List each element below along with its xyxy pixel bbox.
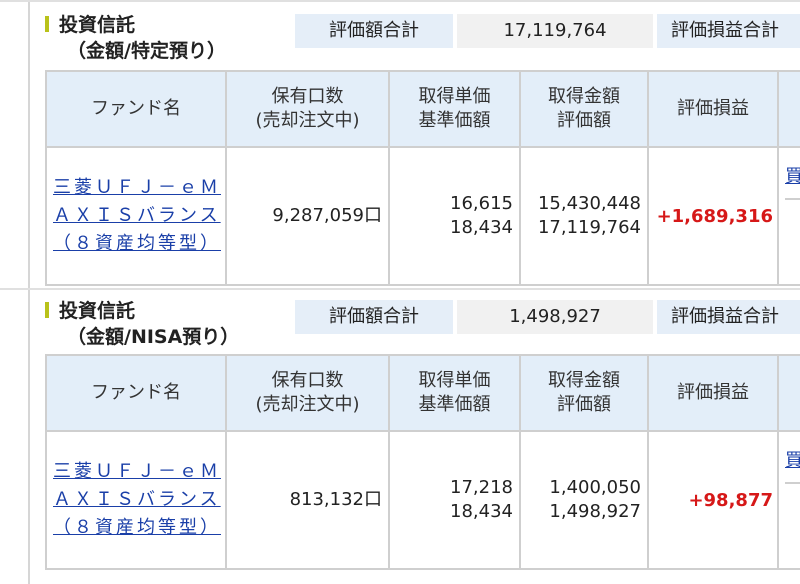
section-title: 投資信託 — [59, 300, 136, 322]
col-header-fund-name: ファンド名 — [45, 70, 227, 148]
fund-name-link[interactable]: 三菱ＵＦＪ－ｅＭＡＸＩＳバランス（８資産均等型） — [53, 177, 221, 254]
action-divider — [785, 198, 800, 200]
col-header-gain: 評価損益 — [647, 354, 779, 432]
section-subtitle: （金額/特定預り） — [67, 40, 226, 62]
units-cell: 813,132口 — [225, 430, 390, 570]
fund-name-cell: 三菱ＵＦＪ－ｅＭＡＸＩＳバランス（８資産均等型） — [45, 146, 227, 286]
acquisition-unit-price: 16,615 — [450, 193, 513, 214]
col-header-amount: 取得金額 評価額 — [519, 354, 649, 432]
col-header-action — [777, 70, 800, 148]
section-tokutei: 投資信託 （金額/特定預り） 評価額合計 17,119,764 評価損益合計 フ… — [45, 10, 800, 286]
acquisition-unit-price: 17,218 — [450, 477, 513, 498]
valuation-total-label: 評価額合計 — [295, 300, 453, 334]
acquisition-amount: 15,430,448 — [537, 193, 641, 214]
buy-link[interactable]: 買 — [785, 166, 800, 187]
col-header-fund-name: ファンド名 — [45, 354, 227, 432]
buy-link[interactable]: 買 — [785, 450, 800, 471]
col-header-units: 保有口数 (売却注文中) — [225, 70, 390, 148]
units-cell: 9,287,059口 — [225, 146, 390, 286]
col-header-units: 保有口数 (売却注文中) — [225, 354, 390, 432]
valuation: 17,119,764 — [537, 217, 641, 238]
fund-table: ファンド名 保有口数 (売却注文中) 取得単価 基準価額 取得金額 評価額 評価損益 … — [45, 354, 800, 570]
section-title: 投資信託 — [59, 14, 136, 36]
title-accent-bar — [45, 16, 49, 32]
action-divider — [785, 482, 800, 484]
valuation: 1,498,927 — [549, 501, 641, 522]
fund-name-cell: 三菱ＵＦＪ－ｅＭＡＸＩＳバランス（８資産均等型） — [45, 430, 227, 570]
section-nisa: 投資信託 （金額/NISA預り） 評価額合計 1,498,927 評価損益合計 … — [45, 296, 800, 570]
table-row: 三菱ＵＦＪ－ｅＭＡＸＩＳバランス（８資産均等型） 9,287,059口 16,6… — [45, 146, 800, 286]
action-cell: 買 — [777, 146, 800, 286]
action-cell: 買 — [777, 430, 800, 570]
col-header-unit-price: 取得単価 基準価額 — [388, 354, 521, 432]
amount-cell: 15,430,448 17,119,764 — [519, 146, 649, 286]
base-price: 18,434 — [450, 217, 513, 238]
valuation-total-value: 1,498,927 — [457, 300, 653, 334]
fund-name-link[interactable]: 三菱ＵＦＪ－ｅＭＡＸＩＳバランス（８資産均等型） — [53, 461, 221, 538]
table-row: 三菱ＵＦＪ－ｅＭＡＸＩＳバランス（８資産均等型） 813,132口 17,218… — [45, 430, 800, 570]
acquisition-amount: 1,400,050 — [549, 477, 641, 498]
col-header-amount: 取得金額 評価額 — [519, 70, 649, 148]
col-header-gain: 評価損益 — [647, 70, 779, 148]
valuation-total-value: 17,119,764 — [457, 14, 653, 48]
gain-cell: +1,689,316 — [647, 146, 779, 286]
top-divider — [0, 0, 800, 2]
base-price: 18,434 — [450, 501, 513, 522]
valuation-total-label: 評価額合計 — [295, 14, 453, 48]
gain-total-label: 評価損益合計 — [657, 14, 800, 48]
left-divider — [28, 0, 30, 584]
section-subtitle: （金額/NISA預り） — [67, 326, 240, 348]
unit-price-cell: 17,218 18,434 — [388, 430, 521, 570]
col-header-action — [777, 354, 800, 432]
gain-cell: +98,877 — [647, 430, 779, 570]
col-header-unit-price: 取得単価 基準価額 — [388, 70, 521, 148]
unit-price-cell: 16,615 18,434 — [388, 146, 521, 286]
title-accent-bar — [45, 302, 49, 318]
gain-total-label: 評価損益合計 — [657, 300, 800, 334]
fund-table: ファンド名 保有口数 (売却注文中) 取得単価 基準価額 取得金額 評価額 評価損益 … — [45, 70, 800, 286]
section-divider — [0, 288, 800, 290]
amount-cell: 1,400,050 1,498,927 — [519, 430, 649, 570]
